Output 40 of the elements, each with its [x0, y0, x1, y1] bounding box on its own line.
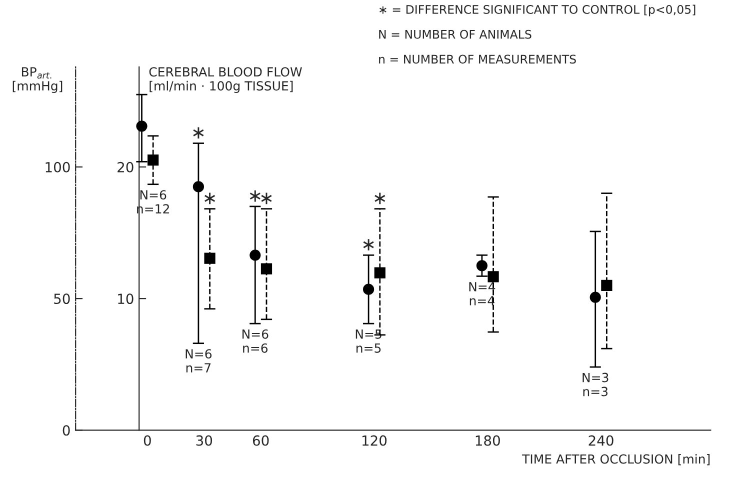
annotation: ∗: [193, 127, 204, 139]
text: n = NUMBER OF MEASUREMENTS: [379, 54, 576, 64]
annotation: N=4 n=4: [469, 282, 496, 306]
point: [362, 284, 374, 295]
annotation: ∗: [250, 190, 260, 202]
x-tick-label: 120: [362, 435, 387, 446]
point: [590, 292, 601, 303]
x-tick-label: 60: [252, 435, 269, 446]
point: [192, 181, 204, 192]
annotation: N=6 n=7: [186, 349, 212, 372]
annotation: N=5 n=5: [356, 330, 382, 353]
point: [488, 271, 499, 282]
point: [374, 267, 386, 278]
annotation: ∗: [374, 192, 386, 204]
y-tick-label: 0: [62, 425, 70, 436]
annotation: N=3 n=3: [582, 372, 608, 396]
point: [250, 250, 261, 261]
point: [136, 120, 148, 132]
annotation: ∗: [363, 239, 374, 250]
x-tick-label: 180: [476, 435, 500, 446]
point: [260, 263, 272, 274]
x-tick-label: 0: [144, 435, 151, 446]
x-axis-title: TIME AFTER OCCLUSION [min]: [522, 454, 710, 466]
annotation: ∗: [261, 192, 272, 204]
annotation: ∗: [204, 192, 216, 204]
y-tick-label: 50: [54, 294, 70, 304]
x-tick-label: 240: [588, 435, 614, 446]
text: N = NUMBER OF ANIMALS: [379, 30, 532, 39]
point: [601, 280, 612, 291]
y2-tick-label: 10: [118, 294, 134, 304]
point: [204, 252, 216, 264]
point: [476, 260, 488, 272]
y-axis-title: BP$_{art.}$ [mmHg]: [12, 67, 62, 94]
text: ∗ = DIFFERENCE SIGNIFICANT TO CONTROL [p<0,05]: [380, 4, 696, 16]
x-tick-label: 30: [196, 435, 212, 446]
annotation: N=6 n=6: [242, 329, 268, 353]
y2-axis-title: CEREBRAL BLOOD FLOW [ml/min · 100g TISSUE]: [149, 67, 302, 94]
point: [148, 154, 159, 166]
y2-tick-label: 20: [118, 162, 134, 172]
y-tick-label: 100: [46, 162, 70, 172]
